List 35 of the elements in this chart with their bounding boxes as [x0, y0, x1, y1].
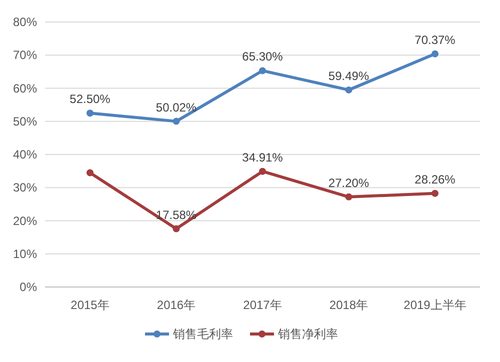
point: [172, 118, 180, 125]
point: [432, 190, 438, 197]
data-label: 52.50%: [70, 92, 111, 106]
data-label: 27.20%: [328, 176, 370, 190]
point: [259, 67, 266, 74]
legend-label: 销售毛利率: [172, 327, 233, 341]
y-tick-label: 60%: [12, 81, 38, 96]
x-tick-label: 2017年: [243, 298, 282, 312]
y-tick-label: 20%: [12, 214, 38, 228]
legend-label: 销售净利率: [277, 327, 338, 341]
x-tick-label: 2016年: [156, 298, 196, 312]
point: [345, 193, 352, 200]
point: [259, 168, 266, 175]
data-label: 28.26%: [414, 172, 456, 186]
data-label: 34.91%: [242, 150, 284, 164]
data-label: 59.49%: [328, 68, 370, 83]
data-label: 50.02%: [156, 100, 197, 114]
data-label: 70.37%: [414, 32, 456, 47]
point: [345, 86, 352, 94]
y-tick-label: 70%: [12, 48, 38, 62]
point: [172, 225, 180, 232]
data-label: 65.30%: [242, 50, 284, 64]
y-tick-label: 10%: [12, 246, 38, 261]
y-tick-label: 80%: [12, 15, 38, 29]
y-tick-label: 50%: [12, 114, 38, 128]
y-tick-label: 40%: [12, 148, 38, 162]
x-tick-label: 2018年: [329, 298, 368, 312]
data-label: 17.58%: [156, 208, 197, 222]
y-tick-label: 30%: [12, 180, 38, 195]
y-tick-label: 0%: [20, 280, 38, 294]
x-tick-label: 2015年: [70, 298, 110, 312]
x-tick-label: 2019上半年: [404, 298, 466, 312]
point: [86, 169, 94, 176]
point: [432, 50, 438, 58]
point: [86, 110, 94, 117]
